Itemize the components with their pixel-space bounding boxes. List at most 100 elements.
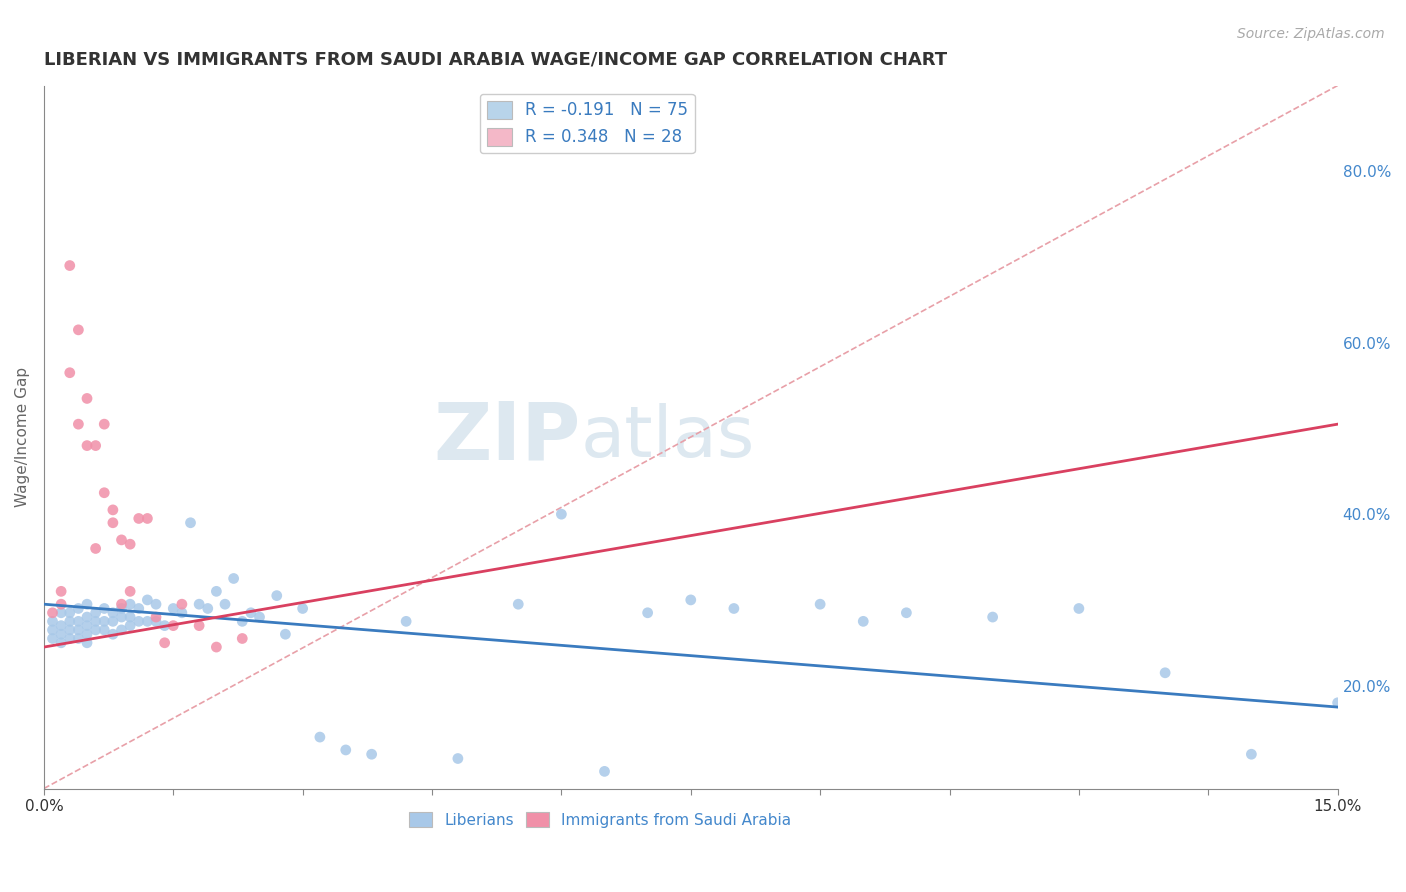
Point bbox=[808, 597, 831, 611]
Point bbox=[136, 615, 159, 629]
Point bbox=[101, 503, 124, 517]
Point bbox=[128, 511, 150, 525]
Point bbox=[84, 541, 107, 556]
Point bbox=[637, 606, 659, 620]
Point bbox=[49, 597, 72, 611]
Point bbox=[723, 601, 745, 615]
Point bbox=[67, 632, 90, 646]
Point bbox=[101, 615, 124, 629]
Point bbox=[335, 743, 357, 757]
Point bbox=[214, 597, 236, 611]
Text: atlas: atlas bbox=[581, 402, 755, 472]
Point bbox=[1154, 665, 1177, 680]
Point bbox=[593, 764, 616, 779]
Point bbox=[59, 623, 82, 637]
Point bbox=[93, 485, 115, 500]
Point bbox=[67, 615, 90, 629]
Point bbox=[395, 615, 418, 629]
Point bbox=[550, 507, 572, 521]
Point bbox=[41, 615, 63, 629]
Point bbox=[231, 632, 253, 646]
Point bbox=[360, 747, 382, 762]
Point bbox=[49, 636, 72, 650]
Point bbox=[981, 610, 1004, 624]
Text: Source: ZipAtlas.com: Source: ZipAtlas.com bbox=[1237, 27, 1385, 41]
Point bbox=[249, 610, 271, 624]
Point bbox=[59, 615, 82, 629]
Point bbox=[93, 601, 115, 615]
Point bbox=[110, 601, 132, 615]
Point bbox=[110, 610, 132, 624]
Point bbox=[110, 597, 132, 611]
Point bbox=[76, 618, 98, 632]
Point bbox=[852, 615, 875, 629]
Point bbox=[1067, 601, 1090, 615]
Point bbox=[49, 627, 72, 641]
Point bbox=[110, 533, 132, 547]
Point bbox=[101, 516, 124, 530]
Point bbox=[101, 627, 124, 641]
Point bbox=[76, 439, 98, 453]
Point bbox=[41, 623, 63, 637]
Point bbox=[508, 597, 530, 611]
Point bbox=[67, 417, 90, 432]
Point bbox=[1240, 747, 1263, 762]
Point bbox=[153, 636, 176, 650]
Point bbox=[41, 632, 63, 646]
Point bbox=[128, 615, 150, 629]
Point bbox=[76, 627, 98, 641]
Point bbox=[266, 589, 288, 603]
Point bbox=[1326, 696, 1348, 710]
Point bbox=[170, 606, 193, 620]
Point bbox=[231, 615, 253, 629]
Point bbox=[67, 323, 90, 337]
Point bbox=[128, 601, 150, 615]
Point bbox=[59, 632, 82, 646]
Point bbox=[896, 606, 918, 620]
Point bbox=[59, 606, 82, 620]
Point bbox=[180, 516, 202, 530]
Point bbox=[41, 606, 63, 620]
Point bbox=[162, 601, 184, 615]
Point bbox=[205, 584, 228, 599]
Point bbox=[153, 618, 176, 632]
Point bbox=[49, 606, 72, 620]
Text: LIBERIAN VS IMMIGRANTS FROM SAUDI ARABIA WAGE/INCOME GAP CORRELATION CHART: LIBERIAN VS IMMIGRANTS FROM SAUDI ARABIA… bbox=[44, 51, 948, 69]
Point bbox=[76, 610, 98, 624]
Point bbox=[84, 623, 107, 637]
Point bbox=[447, 751, 470, 765]
Legend: Liberians, Immigrants from Saudi Arabia: Liberians, Immigrants from Saudi Arabia bbox=[404, 805, 797, 834]
Point bbox=[170, 597, 193, 611]
Point bbox=[205, 640, 228, 654]
Point bbox=[101, 606, 124, 620]
Point bbox=[136, 593, 159, 607]
Point bbox=[120, 618, 142, 632]
Point bbox=[76, 392, 98, 406]
Point bbox=[93, 615, 115, 629]
Point bbox=[309, 730, 332, 744]
Point bbox=[59, 366, 82, 380]
Point bbox=[162, 618, 184, 632]
Point bbox=[291, 601, 314, 615]
Point bbox=[67, 623, 90, 637]
Point bbox=[197, 601, 219, 615]
Y-axis label: Wage/Income Gap: Wage/Income Gap bbox=[15, 367, 30, 507]
Point bbox=[120, 584, 142, 599]
Point bbox=[239, 606, 262, 620]
Point bbox=[188, 618, 211, 632]
Point bbox=[84, 439, 107, 453]
Text: ZIP: ZIP bbox=[433, 398, 581, 476]
Point bbox=[222, 572, 245, 586]
Point bbox=[67, 601, 90, 615]
Point bbox=[145, 610, 167, 624]
Point bbox=[93, 417, 115, 432]
Point bbox=[59, 259, 82, 273]
Point bbox=[49, 618, 72, 632]
Point bbox=[120, 537, 142, 551]
Point bbox=[120, 610, 142, 624]
Point bbox=[49, 584, 72, 599]
Point bbox=[145, 597, 167, 611]
Point bbox=[110, 623, 132, 637]
Point bbox=[76, 597, 98, 611]
Point bbox=[145, 615, 167, 629]
